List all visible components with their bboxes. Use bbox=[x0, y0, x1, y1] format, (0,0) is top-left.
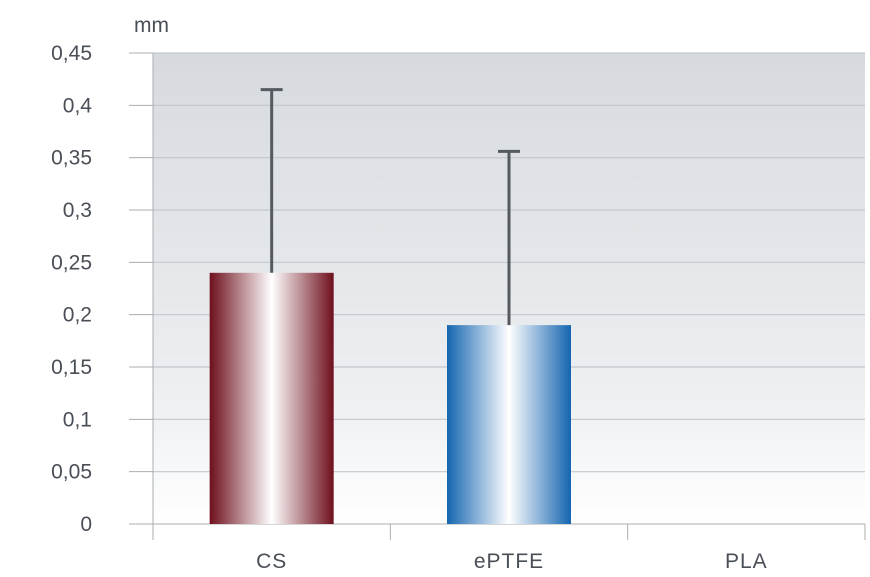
y-tick-label: 0,25 bbox=[51, 251, 92, 274]
error-bars bbox=[260, 88, 520, 326]
y-tick-label: 0,4 bbox=[63, 94, 93, 117]
bars bbox=[209, 272, 571, 524]
y-tick-label: 0 bbox=[80, 513, 92, 536]
y-tick-label: 0,05 bbox=[51, 461, 92, 484]
x-category-label: CS bbox=[256, 550, 287, 572]
bar-cs bbox=[209, 272, 334, 524]
y-tick-label: 0,45 bbox=[51, 42, 92, 65]
y-tick-label: 0,3 bbox=[63, 199, 92, 222]
x-category-label: ePTFE bbox=[474, 550, 544, 572]
y-tick-label: 0,2 bbox=[63, 304, 92, 327]
bar-eptfe bbox=[447, 325, 571, 524]
x-category-label: PLA bbox=[725, 550, 768, 572]
y-tick-label: 0,15 bbox=[51, 356, 92, 379]
y-axis-unit-label: mm bbox=[134, 14, 169, 37]
y-tick-label: 0,35 bbox=[51, 147, 92, 170]
y-tick-label: 0,1 bbox=[63, 408, 92, 431]
axis-labels: 0 0,05 0,1 0,15 0,2 0,25 0,3 0,35 0,4 0,45 CS ePTFE… bbox=[51, 42, 768, 573]
